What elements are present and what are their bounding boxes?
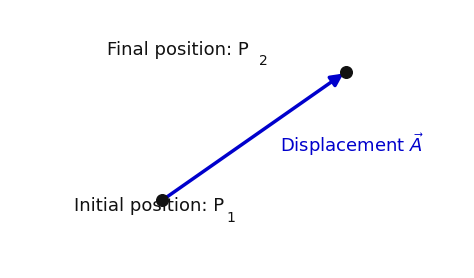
Point xyxy=(158,198,166,203)
Text: 2: 2 xyxy=(259,54,268,68)
Text: 1: 1 xyxy=(227,211,235,225)
Text: Initial position: P: Initial position: P xyxy=(74,197,224,215)
Text: Final position: P: Final position: P xyxy=(107,41,249,59)
Point xyxy=(342,70,349,74)
Text: Displacement $\vec{A}$: Displacement $\vec{A}$ xyxy=(280,131,423,158)
